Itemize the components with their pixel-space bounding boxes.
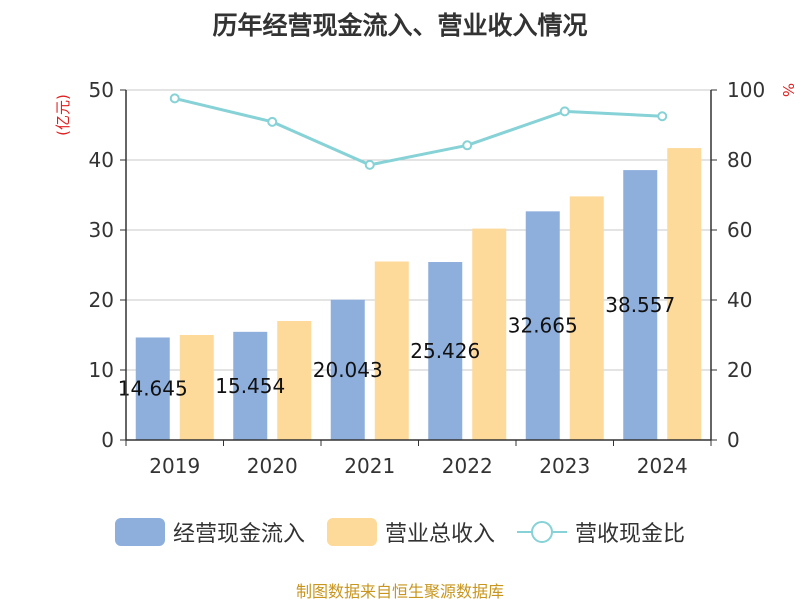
y2-tick-label: 0 bbox=[727, 428, 740, 452]
y-tick-label: 50 bbox=[89, 78, 114, 102]
bar-cash-inflow bbox=[135, 337, 170, 440]
y2-tick-label: 100 bbox=[727, 78, 765, 102]
x-tick-label: 2019 bbox=[149, 454, 200, 478]
y2-axis-unit: % bbox=[779, 83, 797, 97]
ratio-point bbox=[169, 93, 180, 104]
bar-cash-inflow bbox=[623, 170, 658, 440]
bar-revenue bbox=[179, 335, 214, 440]
bar-revenue bbox=[277, 321, 312, 440]
ratio-point bbox=[559, 106, 570, 117]
y2-tick-label: 80 bbox=[727, 148, 752, 172]
x-tick-label: 2020 bbox=[247, 454, 298, 478]
source-note: 制图数据来自恒生聚源数据库 bbox=[295, 582, 504, 601]
ratio-line bbox=[174, 96, 663, 167]
legend-swatch-ratio bbox=[517, 518, 567, 546]
legend-item-revenue[interactable]: 营业总收入 bbox=[326, 516, 495, 548]
legend-label-ratio: 营收现金比 bbox=[575, 522, 686, 547]
ratio-point bbox=[657, 111, 668, 122]
ratio-point bbox=[462, 140, 473, 151]
legend-swatch-revenue bbox=[326, 518, 377, 546]
legend-item-ratio[interactable]: 营收现金比 bbox=[517, 516, 685, 548]
ratio-point bbox=[364, 159, 375, 170]
x-tick-label: 2022 bbox=[442, 454, 493, 478]
bar-revenue bbox=[472, 228, 507, 440]
legend-item-cash-inflow[interactable]: 经营现金流入 bbox=[114, 516, 305, 548]
bar-cash-inflow bbox=[233, 331, 268, 440]
y2-tick-label: 40 bbox=[727, 288, 752, 312]
y-tick-label: 20 bbox=[89, 288, 114, 312]
y-axis-unit: (亿元) bbox=[54, 94, 72, 136]
y-tick-label: 0 bbox=[101, 428, 114, 452]
y-tick-label: 40 bbox=[89, 148, 114, 172]
data-labels: 14.645 15.454 20.043 25.426 32.665 38.557 bbox=[118, 293, 675, 401]
y2-tick-label: 60 bbox=[727, 218, 752, 242]
y2-tick-label: 20 bbox=[727, 358, 752, 382]
data-label-cash-inflow: 32.665 bbox=[508, 314, 578, 338]
data-label-cash-inflow: 15.454 bbox=[215, 374, 285, 398]
bar-series bbox=[135, 148, 702, 440]
bar-cash-inflow bbox=[330, 299, 365, 440]
bar-revenue bbox=[569, 196, 604, 440]
y-tick-label: 30 bbox=[89, 218, 114, 242]
axes: 0 10 20 30 40 50 0 20 40 60 80 100 2019 2020 2021 2022 2… bbox=[54, 78, 797, 478]
legend: 经营现金流入 营业总收入 营收现金比 bbox=[0, 516, 800, 548]
data-label-cash-inflow: 25.426 bbox=[410, 339, 480, 363]
data-label-cash-inflow: 20.043 bbox=[313, 358, 383, 382]
legend-swatch-cash-inflow bbox=[114, 518, 165, 546]
ratio-line-series bbox=[169, 93, 668, 170]
x-tick-label: 2021 bbox=[344, 454, 395, 478]
x-tick-label: 2023 bbox=[539, 454, 590, 478]
data-label-cash-inflow: 38.557 bbox=[605, 293, 675, 317]
bar-cash-inflow bbox=[525, 211, 560, 440]
data-label-cash-inflow: 14.645 bbox=[118, 377, 188, 401]
bar-revenue bbox=[374, 261, 409, 440]
bar-revenue bbox=[667, 148, 702, 440]
x-tick-label: 2024 bbox=[637, 454, 688, 478]
legend-label-cash-inflow: 经营现金流入 bbox=[172, 522, 305, 547]
y-tick-label: 10 bbox=[89, 358, 114, 382]
chart-title: 历年经营现金流入、营业收入情况 bbox=[212, 11, 588, 40]
bar-cash-inflow bbox=[428, 262, 463, 440]
ratio-point bbox=[267, 116, 278, 127]
legend-label-revenue: 营业总收入 bbox=[384, 522, 495, 547]
